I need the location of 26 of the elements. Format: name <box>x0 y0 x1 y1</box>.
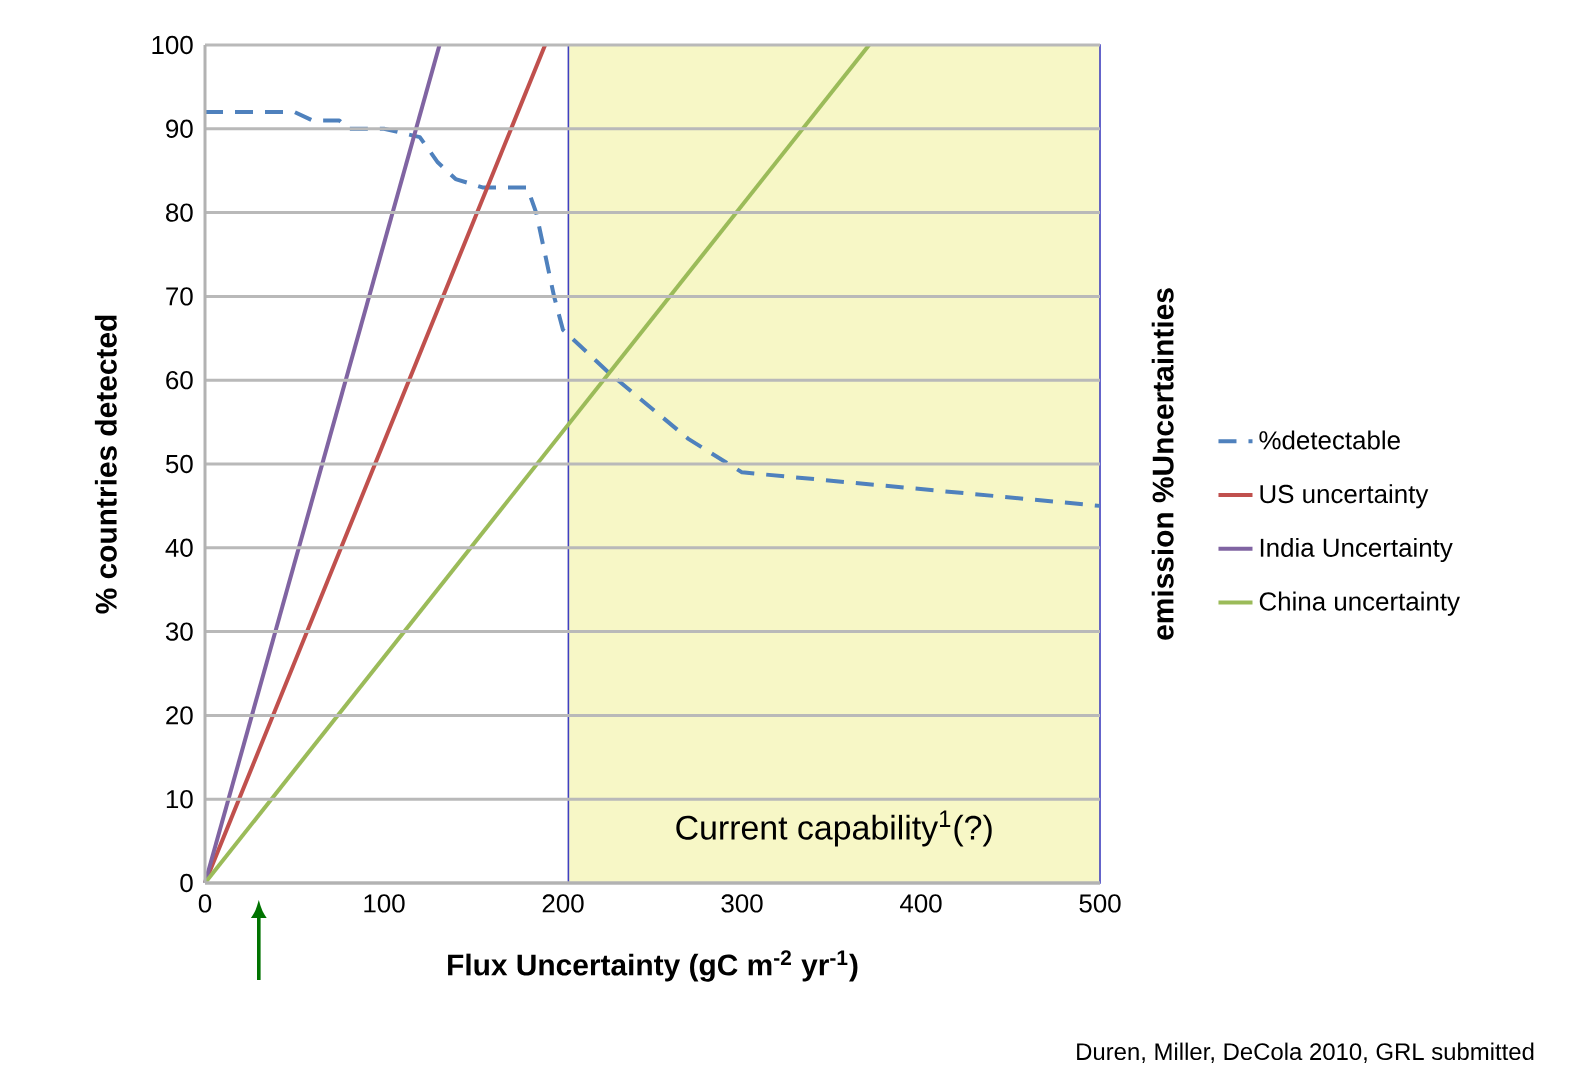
y-tick-label: 10 <box>166 790 193 809</box>
legend-label: China uncertainty <box>1259 591 1460 616</box>
x-tick-label: 0 <box>198 894 212 913</box>
x-axis-title: Flux Uncertainty (gC m$^{-2}$ yr$^{-1}$) <box>448 950 858 982</box>
legend-label: US uncertainty <box>1260 484 1429 509</box>
band-label: Current capability$^{1}$(?) <box>676 810 992 847</box>
legend-label: %detectable <box>1259 430 1400 450</box>
y-tick-label: 70 <box>166 287 193 306</box>
x-tick-label: 500 <box>1079 894 1121 913</box>
text: Duren, Miller, DeCola 2010, GRL submitted <box>1077 1042 1534 1063</box>
x-tick-label: 400 <box>900 894 942 913</box>
y-tick-label: 90 <box>166 119 193 138</box>
x-tick-label: 200 <box>542 894 584 913</box>
y-tick-label: 30 <box>165 622 193 641</box>
y-tick-label: 80 <box>166 203 193 222</box>
y-tick-label: 60 <box>166 371 193 390</box>
y-tick-label: 50 <box>165 454 193 474</box>
y-tick-label: 20 <box>166 706 193 725</box>
y-tick-label: 40 <box>165 538 193 557</box>
y-tick-label: 100 <box>152 35 193 55</box>
legend-label: India Uncertainty <box>1260 537 1453 563</box>
x-tick-label: 100 <box>364 894 405 913</box>
y2-axis-title: emission %Uncertainties <box>1151 288 1174 640</box>
y-tick-label: 0 <box>180 873 193 893</box>
x-tick-label: 300 <box>721 894 763 913</box>
y-axis-title: % countries detected <box>94 315 117 614</box>
